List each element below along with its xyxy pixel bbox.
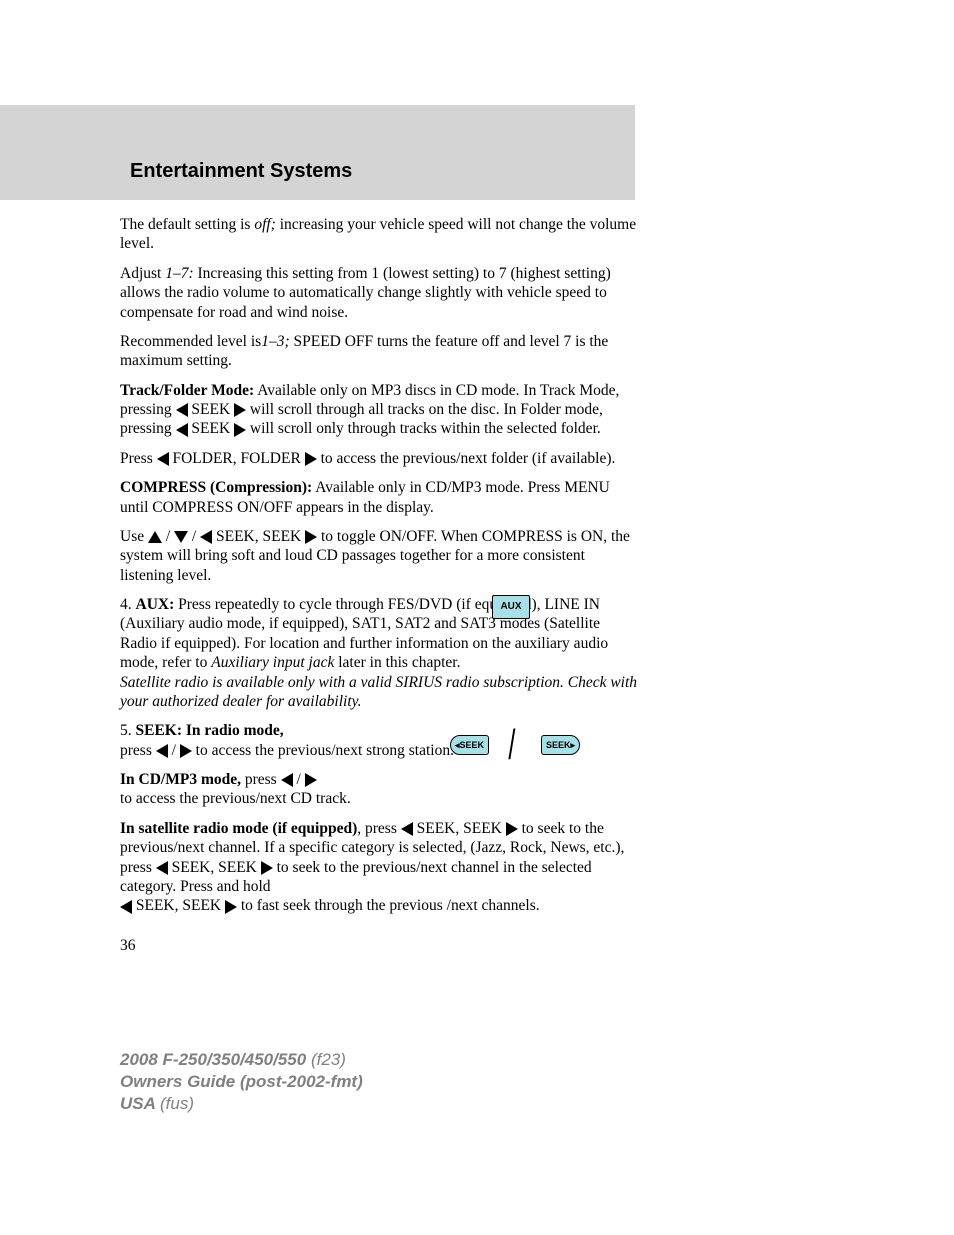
triangle-left-icon [176, 423, 188, 437]
footer: 2008 F-250/350/450/550 (f23) Owners Guid… [120, 1049, 363, 1115]
text: USA [120, 1094, 160, 1113]
text: to access the previous/next strong stati… [192, 742, 454, 759]
triangle-right-icon [234, 423, 246, 437]
footer-line-3: USA (fus) [120, 1093, 363, 1115]
triangle-left-icon [156, 861, 168, 875]
paragraph-compress-use: Use / / SEEK, SEEK to toggle ON/OFF. Whe… [120, 527, 640, 585]
body-content: The default setting is off; increasing y… [120, 215, 640, 955]
text: to fast seek through the previous /next … [237, 897, 540, 914]
triangle-left-icon [176, 403, 188, 417]
paragraph-recommended: Recommended level is1–3; SPEED OFF turns… [120, 332, 640, 371]
slash-divider: / [508, 719, 515, 772]
triangle-right-icon [506, 822, 518, 836]
text: / [293, 771, 305, 788]
triangle-up-icon [148, 531, 162, 543]
text: SEEK [188, 420, 235, 437]
text-bold: SEEK: In radio mode, [136, 722, 284, 739]
text-italic: 1–3; [261, 333, 289, 350]
page-number: 36 [120, 936, 640, 955]
triangle-left-icon [156, 744, 168, 758]
triangle-down-icon [174, 531, 188, 543]
triangle-right-icon [180, 744, 192, 758]
text: SEEK, SEEK [212, 528, 305, 545]
text-italic: Satellite radio is available only with a… [120, 674, 637, 710]
text: 5. [120, 722, 136, 739]
text: Adjust [120, 265, 165, 282]
text: Use [120, 528, 148, 545]
text: Increasing this setting from 1 (lowest s… [120, 265, 611, 321]
text: / [162, 528, 174, 545]
paragraph-seek-radio: ◂SEEK / SEEK▸ 5. SEEK: In radio mode, pr… [120, 721, 640, 760]
text-italic: Auxiliary input jack [211, 654, 334, 671]
seek-right-button: SEEK▸ [541, 735, 580, 755]
text: to access the previous/next folder (if a… [317, 450, 616, 467]
text-bold: In CD/MP3 mode, [120, 771, 241, 788]
text-italic: 1–7: [165, 265, 193, 282]
paragraph-aux: AUX 4. AUX: Press repeatedly to cycle th… [120, 595, 640, 711]
text: will scroll only through tracks within t… [246, 420, 601, 437]
text: / [168, 742, 180, 759]
paragraph-seek-satellite: In satellite radio mode (if equipped), p… [120, 819, 640, 916]
text-light: (f23) [311, 1050, 346, 1069]
triangle-right-icon [234, 403, 246, 417]
text-bold: Track/Folder Mode: [120, 382, 254, 399]
aux-button-graphic: AUX [492, 595, 530, 619]
text: later in this chapter. [334, 654, 460, 671]
text: , press [357, 820, 400, 837]
triangle-right-icon [305, 452, 317, 466]
triangle-left-icon [120, 900, 132, 914]
paragraph-folder-press: Press FOLDER, FOLDER to access the previ… [120, 449, 640, 468]
footer-line-1: 2008 F-250/350/450/550 (f23) [120, 1049, 363, 1071]
section-title: Entertainment Systems [130, 160, 635, 183]
triangle-left-icon [200, 530, 212, 544]
text: SEEK, SEEK [132, 897, 225, 914]
text: The default setting is [120, 216, 254, 233]
text: press [120, 742, 156, 759]
triangle-left-icon [157, 452, 169, 466]
triangle-right-icon [305, 773, 317, 787]
text: SEEK [188, 401, 235, 418]
seek-button-graphic: ◂SEEK / SEEK▸ [450, 721, 580, 761]
text-light: (fus) [160, 1094, 194, 1113]
text: SEEK, SEEK [413, 820, 506, 837]
text: 2008 F-250/350/450/550 [120, 1050, 311, 1069]
text: Recommended level is [120, 333, 261, 350]
seek-left-button: ◂SEEK [450, 735, 489, 755]
text: 4. [120, 596, 136, 613]
header-band: Entertainment Systems [0, 105, 635, 200]
footer-line-2: Owners Guide (post-2002-fmt) [120, 1071, 363, 1093]
text: press [241, 771, 281, 788]
triangle-left-icon [281, 773, 293, 787]
triangle-left-icon [401, 822, 413, 836]
triangle-right-icon [225, 900, 237, 914]
triangle-right-icon [261, 861, 273, 875]
text: / [188, 528, 200, 545]
paragraph-adjust: Adjust 1–7: Increasing this setting from… [120, 264, 640, 322]
text: SEEK, SEEK [168, 859, 261, 876]
text-bold: AUX: [136, 596, 175, 613]
text: Press [120, 450, 157, 467]
text-bold: In satellite radio mode (if equipped) [120, 820, 357, 837]
text-bold: COMPRESS (Compression): [120, 479, 312, 496]
paragraph-compress: COMPRESS (Compression): Available only i… [120, 478, 640, 517]
text-italic: off; [254, 216, 276, 233]
text: to access the previous/next CD track. [120, 790, 351, 807]
triangle-right-icon [305, 530, 317, 544]
paragraph-default-setting: The default setting is off; increasing y… [120, 215, 640, 254]
paragraph-seek-cd: In CD/MP3 mode, press / to access the pr… [120, 770, 640, 809]
text: FOLDER, FOLDER [169, 450, 305, 467]
paragraph-track-folder: Track/Folder Mode: Available only on MP3… [120, 381, 640, 439]
